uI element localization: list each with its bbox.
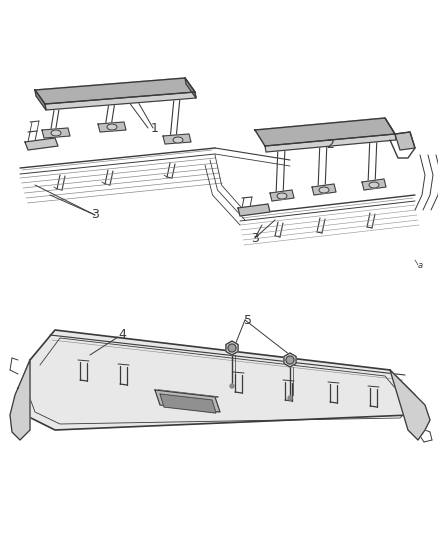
Ellipse shape	[369, 182, 379, 188]
Polygon shape	[10, 360, 30, 440]
Ellipse shape	[107, 124, 117, 130]
Text: 1: 1	[151, 122, 159, 134]
Polygon shape	[270, 190, 294, 201]
Polygon shape	[238, 204, 270, 216]
Ellipse shape	[277, 193, 287, 199]
Text: 2: 2	[326, 139, 334, 151]
Text: 5: 5	[244, 313, 252, 327]
Text: 3: 3	[91, 208, 99, 222]
Ellipse shape	[51, 130, 61, 136]
Polygon shape	[390, 370, 430, 440]
Polygon shape	[45, 92, 196, 110]
Polygon shape	[35, 78, 195, 104]
Polygon shape	[35, 90, 46, 110]
Polygon shape	[395, 132, 415, 150]
Polygon shape	[312, 184, 336, 195]
Text: 3: 3	[251, 231, 259, 245]
Polygon shape	[98, 122, 126, 132]
Polygon shape	[42, 128, 70, 138]
Ellipse shape	[319, 187, 329, 193]
Polygon shape	[160, 394, 216, 413]
Text: 4: 4	[118, 328, 126, 342]
Circle shape	[288, 396, 292, 400]
Polygon shape	[25, 138, 58, 150]
Polygon shape	[163, 134, 191, 144]
Polygon shape	[18, 330, 420, 430]
Circle shape	[230, 384, 234, 388]
Text: a: a	[418, 261, 423, 270]
Polygon shape	[155, 390, 220, 412]
Polygon shape	[362, 179, 386, 190]
Circle shape	[286, 356, 294, 364]
Polygon shape	[255, 118, 395, 146]
Ellipse shape	[173, 137, 183, 143]
Polygon shape	[265, 134, 396, 152]
Polygon shape	[185, 78, 196, 98]
Circle shape	[228, 344, 236, 352]
